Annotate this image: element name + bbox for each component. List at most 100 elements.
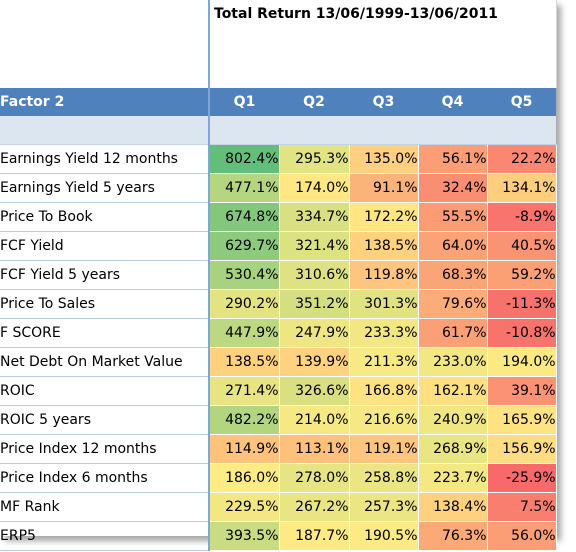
return-cell-q1: 482.2% xyxy=(209,405,280,435)
factor-label: FCF Yield xyxy=(0,231,210,261)
return-cell-q4: 79.6% xyxy=(418,289,488,319)
return-cell-q4: 138.4% xyxy=(418,492,488,522)
return-cell-q5: 40.5% xyxy=(487,231,557,261)
return-cell-q1: 229.5% xyxy=(209,492,280,522)
return-cell-q2: 295.3% xyxy=(279,144,350,174)
quintile-header-q5: Q5 xyxy=(487,88,557,116)
title-cell: Total Return 13/06/1999-13/06/2011 xyxy=(209,0,557,88)
return-cell-q1: 477.1% xyxy=(209,173,280,203)
return-cell-q5: -8.9% xyxy=(487,202,557,232)
factor-row: ERP5 393.5% 187.7% 190.5% 76.3% 56.0% xyxy=(0,521,557,551)
return-cell-q4: 233.0% xyxy=(418,347,488,377)
factor-label: FCF Yield 5 years xyxy=(0,260,210,290)
factor-label: ERP5 xyxy=(0,521,210,551)
spacer-cell xyxy=(349,116,418,145)
return-cell-q1: 114.9% xyxy=(209,434,280,464)
spacer-cell xyxy=(418,116,487,145)
factor-row: F SCORE 447.9% 247.9% 233.3% 61.7% -10.8% xyxy=(0,318,557,348)
return-cell-q5: 59.2% xyxy=(487,260,557,290)
return-cell-q1: 186.0% xyxy=(209,463,280,493)
returns-table: Total Return 13/06/1999-13/06/2011 Facto… xyxy=(0,0,557,551)
factor-row: MF Rank 229.5% 267.2% 257.3% 138.4% 7.5% xyxy=(0,492,557,522)
return-cell-q1: 447.9% xyxy=(209,318,280,348)
return-cell-q2: 326.6% xyxy=(279,376,350,406)
factor-row: ROIC 5 years 482.2% 214.0% 216.6% 240.9% 165.… xyxy=(0,405,557,435)
header-row: Factor 2 Q1 Q2 Q3 Q4 Q5 xyxy=(0,88,557,116)
factor-header: Factor 2 xyxy=(0,88,210,116)
return-cell-q3: 233.3% xyxy=(349,318,419,348)
return-cell-q2: 351.2% xyxy=(279,289,350,319)
quintile-header-q1: Q1 xyxy=(209,88,279,116)
return-cell-q3: 119.8% xyxy=(349,260,419,290)
factor-label: ROIC xyxy=(0,376,210,406)
spacer-cell xyxy=(279,116,349,145)
return-cell-q5: -11.3% xyxy=(487,289,557,319)
return-cell-q2: 267.2% xyxy=(279,492,350,522)
return-cell-q3: 91.1% xyxy=(349,173,419,203)
return-cell-q3: 190.5% xyxy=(349,521,419,551)
return-cell-q2: 174.0% xyxy=(279,173,350,203)
title-row: Total Return 13/06/1999-13/06/2011 xyxy=(0,0,557,88)
return-cell-q1: 629.7% xyxy=(209,231,280,261)
return-cell-q1: 530.4% xyxy=(209,260,280,290)
return-cell-q1: 290.2% xyxy=(209,289,280,319)
return-cell-q4: 268.9% xyxy=(418,434,488,464)
return-cell-q5: 56.0% xyxy=(487,521,557,551)
table-title: Total Return 13/06/1999-13/06/2011 xyxy=(214,6,498,22)
return-cell-q4: 68.3% xyxy=(418,260,488,290)
return-cell-q2: 139.9% xyxy=(279,347,350,377)
return-cell-q3: 301.3% xyxy=(349,289,419,319)
return-cell-q5: 165.9% xyxy=(487,405,557,435)
spacer-cell xyxy=(209,116,279,145)
return-cell-q1: 393.5% xyxy=(209,521,280,551)
return-cell-q5: 134.1% xyxy=(487,173,557,203)
factor-row: Price To Book 674.8% 334.7% 172.2% 55.5% -8.9… xyxy=(0,202,557,232)
factor-row: Price To Sales 290.2% 351.2% 301.3% 79.6% -11… xyxy=(0,289,557,319)
factor-label: Price Index 12 months xyxy=(0,434,210,464)
return-cell-q1: 802.4% xyxy=(209,144,280,174)
return-cell-q2: 247.9% xyxy=(279,318,350,348)
factor-label: Earnings Yield 5 years xyxy=(0,173,210,203)
return-cell-q5: 194.0% xyxy=(487,347,557,377)
factor-label: Price To Book xyxy=(0,202,210,232)
return-cell-q4: 64.0% xyxy=(418,231,488,261)
return-cell-q1: 138.5% xyxy=(209,347,280,377)
return-cell-q1: 674.8% xyxy=(209,202,280,232)
factor-label: Price To Sales xyxy=(0,289,210,319)
return-cell-q2: 113.1% xyxy=(279,434,350,464)
factor-label: ROIC 5 years xyxy=(0,405,210,435)
return-cell-q3: 166.8% xyxy=(349,376,419,406)
quintile-header-q2: Q2 xyxy=(279,88,349,116)
factor-row: Price Index 12 months 114.9% 113.1% 119.1% 2… xyxy=(0,434,557,464)
return-cell-q2: 187.7% xyxy=(279,521,350,551)
spacer-cell xyxy=(0,116,210,145)
empty-corner-cell xyxy=(0,0,210,88)
return-cell-q3: 257.3% xyxy=(349,492,419,522)
quintile-header-q4: Q4 xyxy=(418,88,487,116)
return-cell-q3: 172.2% xyxy=(349,202,419,232)
factor-row: FCF Yield 629.7% 321.4% 138.5% 64.0% 40.5% xyxy=(0,231,557,261)
quintile-header-q3: Q3 xyxy=(349,88,418,116)
factor-label: Price Index 6 months xyxy=(0,463,210,493)
factor-label: Earnings Yield 12 months xyxy=(0,144,210,174)
factor-row: ROIC 271.4% 326.6% 166.8% 162.1% 39.1% xyxy=(0,376,557,406)
factor-row: FCF Yield 5 years 530.4% 310.6% 119.8% 68.3%… xyxy=(0,260,557,290)
spacer-row xyxy=(0,116,557,145)
return-cell-q5: 22.2% xyxy=(487,144,557,174)
return-cell-q3: 211.3% xyxy=(349,347,419,377)
return-cell-q5: -25.9% xyxy=(487,463,557,493)
factor-row: Earnings Yield 12 months 802.4% 295.3% 135.… xyxy=(0,144,557,174)
return-cell-q4: 61.7% xyxy=(418,318,488,348)
factor-label: Net Debt On Market Value xyxy=(0,347,210,377)
factor-label: F SCORE xyxy=(0,318,210,348)
factor-row: Price Index 6 months 186.0% 278.0% 258.8% 22… xyxy=(0,463,557,493)
factor-label: MF Rank xyxy=(0,492,210,522)
return-cell-q3: 258.8% xyxy=(349,463,419,493)
return-cell-q2: 334.7% xyxy=(279,202,350,232)
return-cell-q4: 240.9% xyxy=(418,405,488,435)
return-cell-q3: 216.6% xyxy=(349,405,419,435)
return-cell-q2: 310.6% xyxy=(279,260,350,290)
return-cell-q5: 156.9% xyxy=(487,434,557,464)
factor-row: Earnings Yield 5 years 477.1% 174.0% 91.1% 3… xyxy=(0,173,557,203)
return-cell-q4: 55.5% xyxy=(418,202,488,232)
